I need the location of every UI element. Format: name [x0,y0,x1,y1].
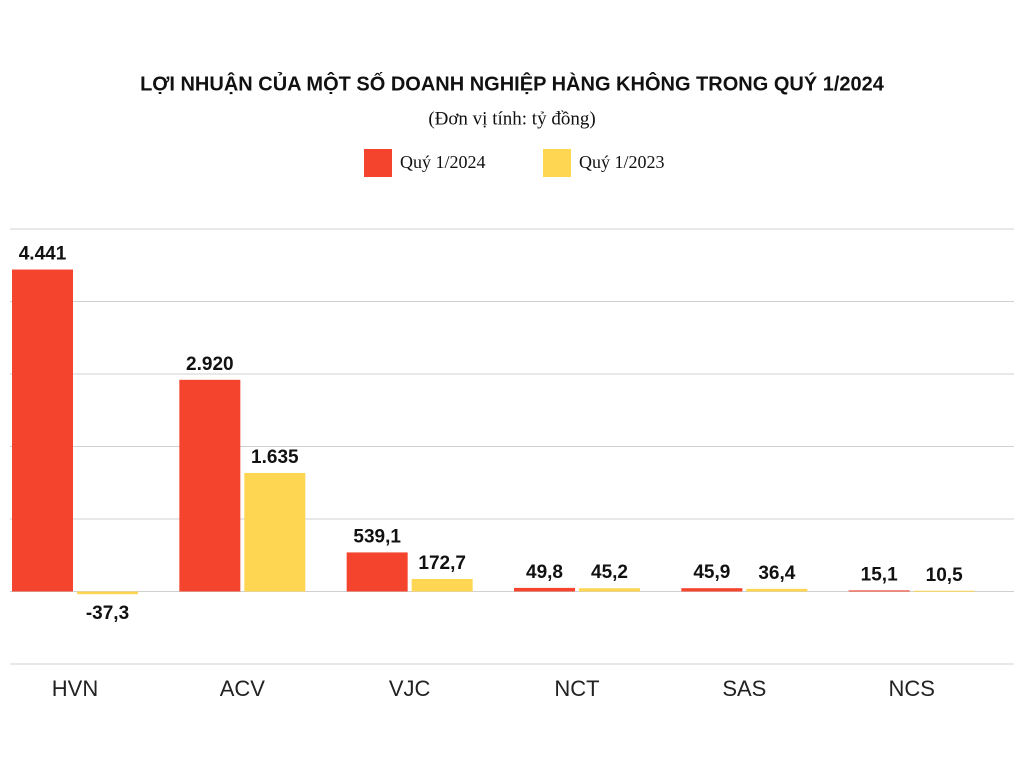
bar [514,587,575,592]
bar [913,590,975,592]
x-tick-label: SAS [722,676,766,701]
value-label: 36,4 [758,563,795,584]
x-tick-label: VJC [389,676,431,701]
x-tick-label: HVN [52,676,98,701]
bar [346,552,408,592]
bar [411,578,473,592]
bar [848,590,910,592]
bar [579,588,640,592]
x-tick-label: NCS [888,676,934,701]
legend-label: Quý 1/2024 [400,152,486,172]
value-label: 539,1 [353,526,401,547]
value-label: 10,5 [926,565,963,586]
bar [77,591,138,595]
value-label: 172,7 [418,553,466,574]
chart-title: LỢI NHUẬN CỦA MỘT SỐ DOANH NGHIỆP HÀNG K… [140,71,885,95]
value-label: 45,9 [693,562,730,583]
x-tick-label: ACV [220,676,266,701]
legend-label: Quý 1/2023 [579,152,665,172]
bar [12,269,73,592]
value-label: -37,3 [86,603,129,624]
bar [244,472,306,592]
bar [179,379,241,592]
value-label: 45,2 [591,562,628,583]
legend-swatch [543,149,571,177]
legend-swatch [364,149,392,177]
value-label: 15,1 [861,564,898,585]
x-tick-label: NCT [554,676,599,701]
bar [681,588,743,592]
value-label: 49,8 [526,562,563,583]
bar [746,588,808,592]
chart-subtitle: (Đơn vị tính: tỷ đồng) [428,108,595,129]
value-label: 4.441 [19,244,67,265]
value-label: 2.920 [186,354,234,375]
value-label: 1.635 [251,447,299,468]
